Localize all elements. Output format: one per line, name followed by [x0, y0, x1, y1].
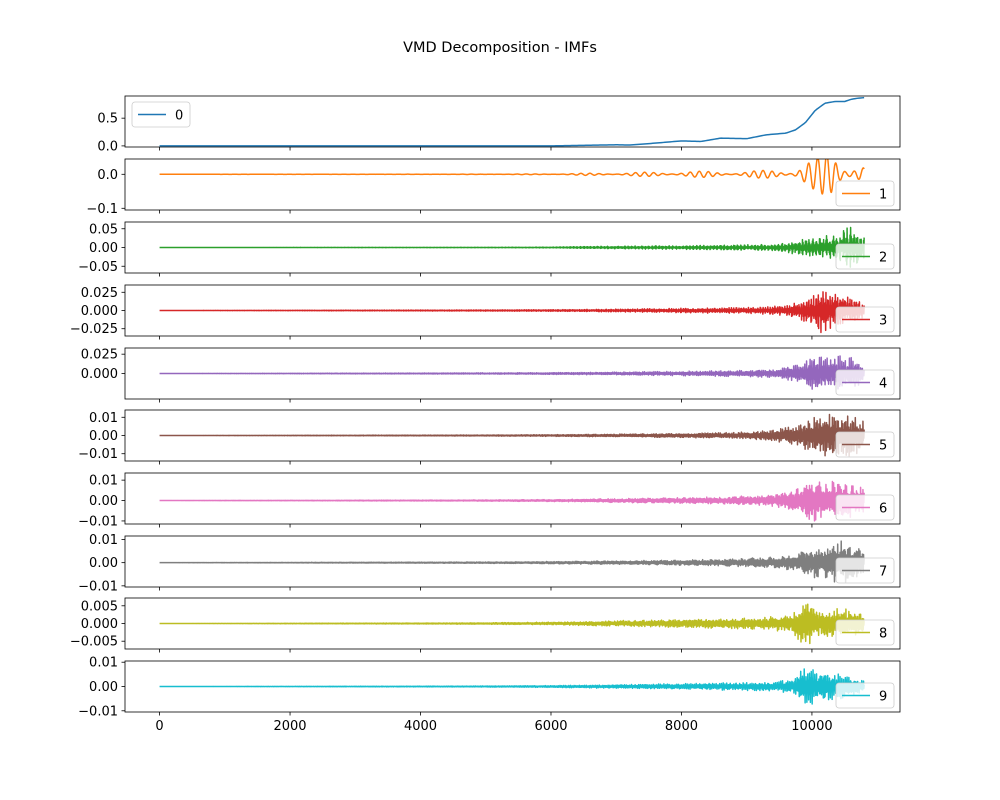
- legend-3: 3: [835, 306, 895, 333]
- x-tick-label: 10000: [791, 719, 832, 734]
- y-tick-label: −0.01: [78, 704, 118, 719]
- y-tick-label: 0.01: [89, 656, 118, 671]
- legend-label: 9: [879, 690, 887, 705]
- axes-frame: [124, 535, 901, 588]
- y-tick-label: −0.005: [70, 635, 118, 650]
- legend-label: 2: [879, 251, 887, 266]
- y-tick-label: 0.025: [81, 348, 118, 363]
- legend-9: 9: [835, 682, 895, 709]
- imf-6-line: [159, 480, 865, 522]
- y-tick-label: 0.000: [81, 304, 118, 319]
- axes-frame: [124, 95, 901, 148]
- imf-7-line: [159, 540, 865, 583]
- legend-4: 4: [835, 369, 895, 396]
- imf-panel-7: 0.01 0.00 −0.01 7: [78, 533, 901, 594]
- legend-7: 7: [835, 557, 895, 584]
- x-tick-label: 6000: [534, 719, 567, 734]
- axes-frame: [124, 472, 901, 525]
- y-tick-label: 0.000: [81, 367, 118, 382]
- y-tick-label: −0.01: [78, 579, 118, 594]
- imf-4-line: [159, 355, 865, 390]
- imf-3-line: [159, 291, 865, 334]
- imf-panel-2: 0.05 0.00 −0.05 2: [78, 221, 901, 277]
- legend-label: 6: [879, 502, 887, 517]
- imf-5-line: [159, 413, 865, 457]
- legend-8: 8: [835, 619, 895, 646]
- y-tick-label: 0.00: [89, 241, 118, 256]
- x-tick-label: 0: [155, 719, 163, 734]
- legend-label: 1: [879, 188, 887, 203]
- y-tick-label: −0.01: [78, 514, 118, 529]
- chart-title: VMD Decomposition - IMFs: [403, 40, 597, 56]
- y-tick-label: −0.01: [78, 447, 118, 462]
- legend-label: 0: [175, 109, 183, 124]
- y-tick-label: 0.01: [89, 411, 118, 426]
- imf-1-line: [159, 159, 865, 195]
- legend-label: 7: [879, 565, 887, 580]
- legend-label: 8: [879, 627, 887, 642]
- legend-label: 3: [879, 314, 887, 329]
- y-tick-label: 0.00: [89, 494, 118, 509]
- imf-panel-5: 0.01 0.00 −0.01 5: [78, 409, 901, 465]
- y-tick-label: 0.005: [81, 599, 118, 614]
- y-tick-label: 0.00: [89, 556, 118, 571]
- x-tick-label: 8000: [665, 719, 698, 734]
- imf-8-line: [159, 603, 865, 645]
- imf-9-line: [159, 668, 865, 705]
- legend-1: 1: [835, 180, 895, 207]
- imf-0-line: [159, 96, 865, 147]
- legend-label: 5: [879, 439, 887, 454]
- y-tick-label: 0.05: [89, 222, 118, 237]
- legend-5: 5: [835, 431, 895, 458]
- imf-panel-3: 0.025 0.000 −0.025 3: [70, 284, 901, 340]
- y-tick-label: 0.5: [97, 112, 118, 127]
- imf-panel-9: 0.01 0.00 −0.01 0 2000 4000 6000 8000 10000 9: [78, 656, 901, 734]
- y-tick-label: 0.00: [89, 680, 118, 695]
- imf-panel-8: 0.005 0.000 −0.005 8: [70, 597, 901, 653]
- panels: 0.00.5 00.0−0.110.050.00−0.0520.0250.000−…: [70, 95, 901, 734]
- imf-panel-4: 0.025 0.000 4: [81, 347, 901, 403]
- y-tick-label: −0.025: [70, 322, 118, 337]
- axes-frame: [124, 158, 901, 211]
- y-tick-label: 0.01: [89, 474, 118, 489]
- legend-0: 0: [131, 101, 191, 128]
- y-tick-label: −0.1: [86, 202, 118, 217]
- legend-label: 4: [879, 377, 887, 392]
- x-tick-label: 2000: [273, 719, 306, 734]
- y-tick-label: 0.025: [81, 286, 118, 301]
- imf-panel-0: 0.0 0.5 0: [97, 95, 901, 154]
- imf-2-line: [159, 226, 865, 268]
- y-tick-label: 0.01: [89, 533, 118, 548]
- y-tick-label: −0.05: [78, 260, 118, 275]
- legend-2: 2: [835, 243, 895, 270]
- imf-panel-6: 0.01 0.00 −0.01 6: [78, 472, 901, 529]
- imf-panel-1: 0.0 −0.1 1: [86, 158, 901, 217]
- legend-6: 6: [835, 494, 895, 521]
- y-tick-label: 0.00: [89, 429, 118, 444]
- x-tick-label: 4000: [404, 719, 437, 734]
- y-tick-label: 0.0: [97, 168, 118, 183]
- y-tick-label: 0.000: [81, 617, 118, 632]
- y-tick-label: 0.0: [97, 139, 118, 154]
